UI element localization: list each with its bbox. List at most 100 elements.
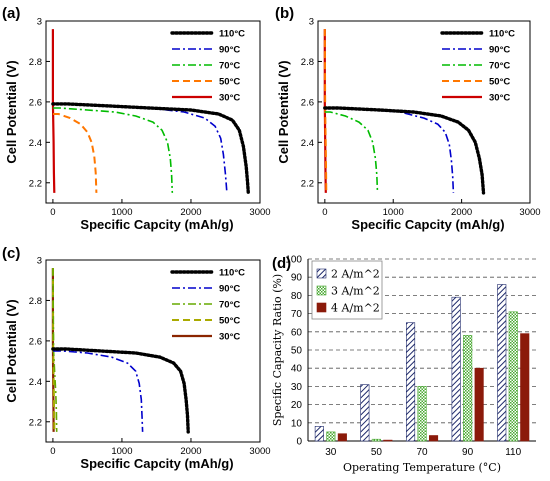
series-line-90c	[52, 350, 144, 432]
legend-label: 30°C	[489, 93, 510, 104]
y-tick-label: 10	[291, 418, 303, 429]
y-tick-label: 70	[291, 309, 303, 320]
y-tick-label: 2.8	[301, 57, 314, 68]
plot-frame	[317, 20, 531, 204]
x-axis-title: Specific Capcity (mAh/g)	[351, 217, 504, 232]
y-tick-label: 60	[291, 327, 303, 338]
x-tick-label: 0	[322, 207, 327, 218]
y-tick-label: 0	[296, 437, 302, 448]
y-tick-label: 2.4	[301, 138, 314, 149]
panel-1	[317, 20, 531, 204]
bar-4a-50	[383, 439, 393, 442]
y-tick-label: 2.6	[29, 336, 42, 347]
x-tick-label: 1000	[111, 207, 132, 218]
y-tick-label: 2.2	[301, 178, 314, 189]
series-line-110c	[323, 106, 486, 195]
bar-4a-70	[428, 435, 439, 442]
series-line-30c	[51, 29, 56, 193]
y-tick-label: 20	[291, 400, 303, 411]
x-axis-title: Specific Capcity (mAh/g)	[80, 456, 233, 471]
bar-2a-30	[314, 426, 324, 442]
y-axis-title: Cell Potential (V)	[4, 299, 19, 402]
legend-swatch	[316, 302, 327, 313]
legend-swatch	[316, 268, 327, 279]
x-tick-label: 110	[505, 447, 521, 458]
x-tick-label: 0	[50, 446, 55, 457]
y-tick-label: 2.4	[29, 138, 42, 149]
bar-3a-50	[371, 438, 381, 442]
series-line-50c	[52, 113, 98, 193]
y-tick-label: 100	[285, 255, 302, 266]
x-tick-label: 30	[325, 447, 337, 458]
series-line-70c	[324, 111, 379, 193]
y-tick-label: 2.6	[301, 97, 314, 108]
legend-label: 50°C	[219, 316, 240, 327]
y-axis-title: Cell Potential (V)	[276, 60, 291, 163]
y-tick-label: 2.8	[29, 296, 42, 307]
legend-label: 70°C	[219, 61, 240, 72]
legend-label: 4 A/m^2	[331, 302, 380, 315]
series-line-90c	[324, 107, 455, 193]
x-axis-title: Operating Temperature (°C)	[343, 461, 501, 474]
legend-label: 110°C	[219, 268, 245, 279]
y-tick-label: 3	[37, 17, 42, 28]
bar-3a-90	[463, 335, 473, 442]
series-line-110c	[51, 102, 251, 195]
panel-0	[45, 20, 261, 204]
panel-2	[45, 259, 261, 443]
legend-label: 50°C	[489, 77, 510, 88]
legend-label: 110°C	[219, 29, 245, 40]
x-axis-title: Specific Capcity (mAh/g)	[80, 217, 233, 232]
y-tick-label: 80	[291, 291, 303, 302]
bar-2a-90	[451, 296, 461, 442]
legend-label: 70°C	[489, 61, 510, 72]
bar-2a-110	[497, 284, 507, 442]
y-tick-label: 40	[291, 364, 303, 375]
y-tick-label: 3	[37, 256, 42, 267]
x-tick-label: 1000	[111, 446, 132, 457]
panel-label: (a)	[2, 5, 20, 22]
legend-label: 30°C	[219, 332, 240, 343]
series-line-70c	[52, 107, 174, 193]
y-tick-label: 2.6	[29, 97, 42, 108]
y-tick-label: 2.2	[29, 178, 42, 189]
x-tick-label: 1000	[383, 207, 404, 218]
panel-label: (c)	[2, 245, 20, 262]
x-tick-label: 2000	[451, 207, 472, 218]
x-tick-label: 2000	[180, 446, 201, 457]
x-tick-label: 3000	[519, 207, 540, 218]
x-tick-label: 0	[50, 207, 55, 218]
plot-frame	[45, 259, 261, 443]
y-axis-title: Cell Potential (V)	[4, 60, 19, 163]
legend-label: 90°C	[219, 45, 240, 56]
legend-label: 90°C	[219, 284, 240, 295]
x-tick-label: 90	[462, 447, 474, 458]
y-tick-label: 3	[309, 17, 314, 28]
bar-3a-110	[508, 311, 518, 442]
y-tick-label: 2.2	[29, 417, 42, 428]
y-tick-label: 30	[291, 382, 303, 393]
y-tick-label: 50	[291, 346, 303, 357]
y-axis-title: Specific Capacity Ratio (%)	[271, 274, 284, 426]
legend-label: 70°C	[219, 300, 240, 311]
legend-label: 90°C	[489, 45, 510, 56]
x-tick-label: 70	[416, 447, 428, 458]
plot-frame	[45, 20, 261, 204]
x-tick-label: 2000	[180, 207, 201, 218]
bar-2a-70	[405, 322, 416, 442]
y-tick-label: 2.8	[29, 57, 42, 68]
series-line-70c	[52, 268, 58, 432]
x-tick-label: 3000	[249, 207, 270, 218]
bar-3a-30	[326, 431, 336, 442]
legend-label: 110°C	[489, 29, 515, 40]
legend-label: 2 A/m^2	[331, 268, 380, 281]
y-tick-label: 90	[291, 273, 303, 284]
bar-4a-30	[337, 433, 347, 442]
y-tick-label: 2.4	[29, 377, 42, 388]
series-line-110c	[51, 347, 190, 434]
bar-4a-90	[474, 367, 484, 442]
legend-swatch	[316, 285, 327, 296]
series-line-50c	[323, 29, 328, 193]
bar-2a-50	[360, 384, 370, 442]
